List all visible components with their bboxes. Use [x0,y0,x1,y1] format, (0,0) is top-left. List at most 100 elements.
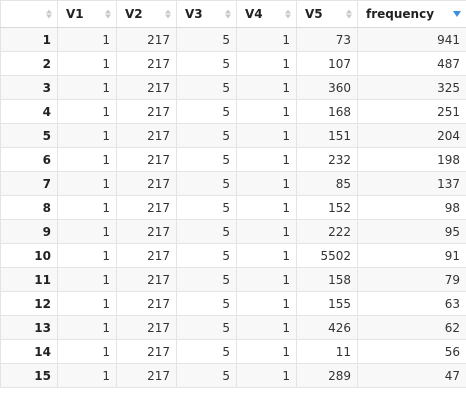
table-cell: 1 [57,51,117,76]
table-cell: 1 [236,171,297,196]
table-cell: 73 [296,27,358,52]
table-cell: 360 [296,75,358,100]
column-header-v5[interactable]: V5 [296,0,358,28]
table-cell: 62 [357,315,466,340]
table-cell: 5 [176,195,237,220]
table-cell: 56 [357,339,466,364]
row-number: 2 [0,51,58,76]
table-row: 6 1 217 5 1 232 198 [0,147,466,172]
row-number: 5 [0,123,58,148]
table-cell: 152 [296,195,358,220]
table-cell: 5 [176,219,237,244]
table-cell: 1 [57,291,117,316]
table-cell: 5 [176,315,237,340]
table-row: 7 1 217 5 1 85 137 [0,171,466,196]
column-header-v2[interactable]: V2 [116,0,177,28]
sort-descending-icon[interactable] [453,11,461,17]
table-cell: 217 [116,27,177,52]
column-header-v1[interactable]: V1 [57,0,117,28]
table-cell: 1 [236,75,297,100]
table-cell: 217 [116,171,177,196]
column-header-label: V2 [125,7,143,21]
table-cell: 5 [176,123,237,148]
table-cell: 289 [296,363,358,388]
sort-icon[interactable] [285,9,291,19]
table-cell: 1 [57,123,117,148]
row-number: 15 [0,363,58,388]
table-row: 10 1 217 5 1 5502 91 [0,243,466,268]
table-cell: 1 [236,27,297,52]
table-cell: 232 [296,147,358,172]
row-number: 14 [0,339,58,364]
table-cell: 1 [57,219,117,244]
column-header-label: V1 [66,7,84,21]
table-cell: 217 [116,195,177,220]
sort-icon[interactable] [225,9,231,19]
table-cell: 1 [236,51,297,76]
table-cell: 1 [236,219,297,244]
table-cell: 5 [176,243,237,268]
table-cell: 217 [116,243,177,268]
grid-header: V1 V2 V3 V4 V5 frequency [0,0,466,28]
row-number: 10 [0,243,58,268]
table-cell: 63 [357,291,466,316]
sort-icon[interactable] [165,9,171,19]
table-cell: 11 [296,339,358,364]
table-row: 3 1 217 5 1 360 325 [0,75,466,100]
table-cell: 487 [357,51,466,76]
table-cell: 251 [357,99,466,124]
table-cell: 1 [57,243,117,268]
table-cell: 198 [357,147,466,172]
row-number: 4 [0,99,58,124]
table-cell: 1 [57,75,117,100]
table-cell: 1 [57,171,117,196]
table-cell: 217 [116,363,177,388]
table-cell: 1 [57,363,117,388]
column-header-v4[interactable]: V4 [236,0,297,28]
table-cell: 217 [116,315,177,340]
table-cell: 426 [296,315,358,340]
column-header-rownum[interactable] [0,0,58,28]
table-cell: 1 [57,267,117,292]
row-number: 8 [0,195,58,220]
table-row: 8 1 217 5 1 152 98 [0,195,466,220]
table-cell: 1 [236,243,297,268]
sort-icon[interactable] [346,9,352,19]
table-cell: 204 [357,123,466,148]
table-cell: 1 [236,99,297,124]
column-header-label: V5 [305,7,323,21]
row-number: 6 [0,147,58,172]
table-cell: 217 [116,339,177,364]
table-cell: 1 [57,315,117,340]
table-cell: 1 [236,363,297,388]
table-cell: 98 [357,195,466,220]
table-row: 12 1 217 5 1 155 63 [0,291,466,316]
table-cell: 1 [236,291,297,316]
table-cell: 79 [357,267,466,292]
table-cell: 217 [116,99,177,124]
table-cell: 5 [176,171,237,196]
sort-icon[interactable] [46,9,52,19]
column-header-v3[interactable]: V3 [176,0,237,28]
table-cell: 5 [176,75,237,100]
column-header-frequency[interactable]: frequency [357,0,466,28]
sort-icon[interactable] [105,9,111,19]
table-cell: 1 [236,315,297,340]
table-cell: 5 [176,363,237,388]
table-cell: 325 [357,75,466,100]
table-row: 1 1 217 5 1 73 941 [0,27,466,52]
row-number: 7 [0,171,58,196]
table-cell: 168 [296,99,358,124]
table-cell: 217 [116,147,177,172]
table-cell: 47 [357,363,466,388]
table-cell: 1 [236,339,297,364]
table-cell: 151 [296,123,358,148]
table-cell: 1 [57,195,117,220]
table-row: 2 1 217 5 1 107 487 [0,51,466,76]
table-cell: 1 [57,27,117,52]
table-row: 4 1 217 5 1 168 251 [0,99,466,124]
table-cell: 217 [116,51,177,76]
table-cell: 107 [296,51,358,76]
row-number: 12 [0,291,58,316]
table-cell: 1 [57,147,117,172]
